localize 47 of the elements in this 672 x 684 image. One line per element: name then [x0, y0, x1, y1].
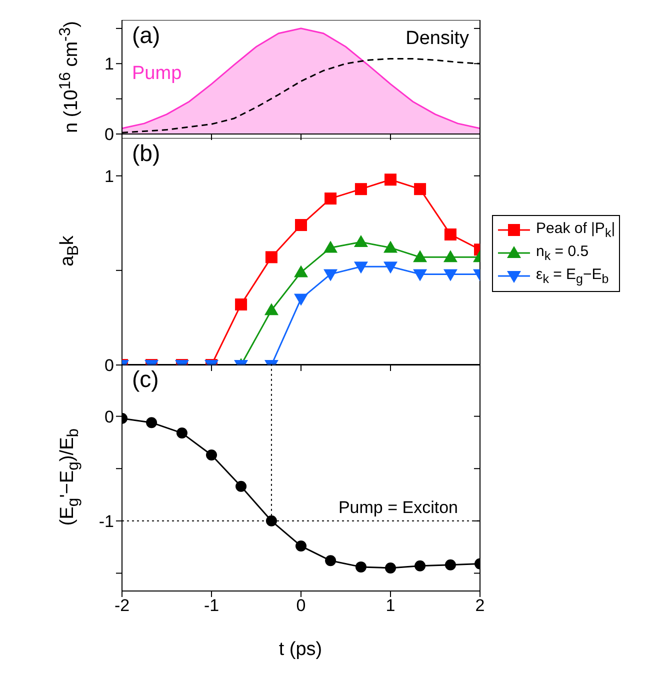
point: [384, 174, 396, 186]
point: [444, 559, 456, 570]
ref-line-label: Pump = Exciton: [338, 498, 458, 517]
point: [414, 183, 426, 196]
point: [354, 183, 367, 196]
point: [443, 250, 458, 262]
x-tick-label: 0: [296, 596, 306, 616]
point: [355, 561, 366, 572]
x-axis-title: t (ps): [278, 639, 322, 661]
point: [266, 515, 277, 526]
point: [324, 240, 338, 253]
point: [414, 560, 426, 572]
y-tick-label: 0: [104, 356, 114, 376]
y-tick-label: 1: [104, 54, 114, 74]
annotation: (c): [132, 366, 159, 393]
point: [206, 450, 217, 461]
point: [146, 417, 158, 428]
legend-label: n$_{k}$ = 0.5: [536, 243, 589, 264]
point: [324, 192, 337, 205]
legend-label: ε$_{k}$ = E$_{g}$−E$_{b}$: [536, 266, 609, 286]
point: [296, 540, 306, 552]
y-tick-label: 1: [104, 166, 114, 186]
point: [265, 251, 278, 264]
y-tick-label: 0: [104, 125, 114, 144]
point: [235, 298, 248, 310]
y-tick-label: 0: [104, 407, 114, 426]
legend-label: Density: [406, 28, 469, 50]
y-tick-label: -1: [98, 512, 114, 531]
point: [444, 228, 456, 240]
point: [294, 265, 308, 278]
series-label: Pump: [132, 62, 182, 85]
x-tick-label: -1: [204, 596, 220, 616]
point: [385, 562, 396, 574]
annotation: (a): [132, 22, 160, 49]
point: [236, 480, 247, 492]
point: [295, 219, 307, 232]
annotation: (b): [132, 140, 160, 167]
point: [325, 555, 336, 566]
legend-label: Peak of |P$_{k}$|: [536, 220, 616, 240]
x-tick-label: -2: [114, 596, 130, 616]
point: [264, 303, 278, 316]
x-tick-label: 2: [475, 596, 485, 616]
point: [176, 428, 188, 439]
point: [354, 235, 368, 248]
point: [413, 250, 428, 262]
x-tick-label: 1: [386, 596, 396, 616]
point: [384, 240, 398, 253]
